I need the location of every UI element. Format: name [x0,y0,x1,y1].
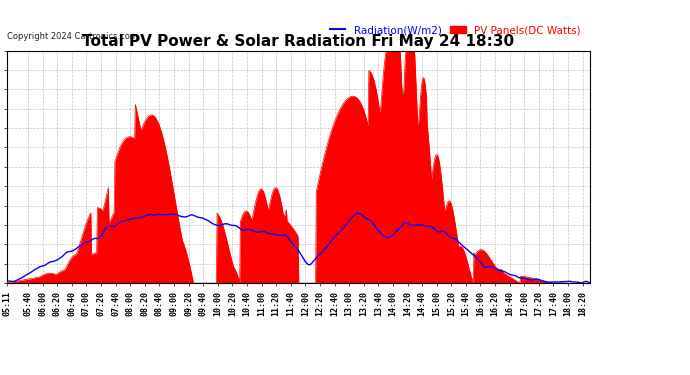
Text: Copyright 2024 Cartronics.com: Copyright 2024 Cartronics.com [7,32,138,41]
Legend: Radiation(W/m2), PV Panels(DC Watts): Radiation(W/m2), PV Panels(DC Watts) [326,21,584,39]
Title: Total PV Power & Solar Radiation Fri May 24 18:30: Total PV Power & Solar Radiation Fri May… [82,34,515,50]
